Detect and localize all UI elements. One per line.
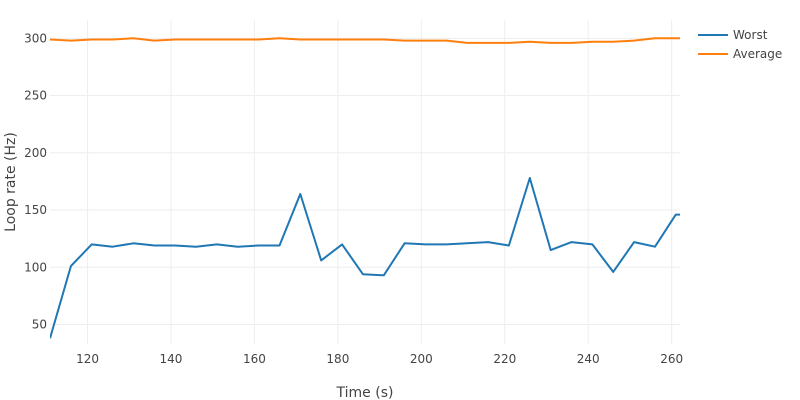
y-axis-title: Loop rate (Hz) bbox=[3, 132, 19, 232]
x-tick-label: 120 bbox=[76, 352, 99, 366]
series-layer bbox=[50, 37, 680, 339]
axis-layer: Time (s) Loop rate (Hz) 120 140 160 180 200 2… bbox=[3, 31, 683, 400]
y-tick-label: 300 bbox=[24, 31, 47, 45]
x-axis-title: Time (s) bbox=[336, 385, 394, 400]
series-line-average bbox=[50, 37, 680, 44]
legend-item-worst[interactable]: Worst bbox=[698, 28, 768, 42]
legend-item-average[interactable]: Average bbox=[698, 47, 782, 61]
y-tick-label: 250 bbox=[24, 89, 47, 103]
x-tick-label: 160 bbox=[243, 352, 266, 366]
y-tick-label: 150 bbox=[24, 203, 47, 217]
legend[interactable]: Worst Average bbox=[698, 28, 782, 61]
series-line-worst bbox=[50, 177, 680, 339]
x-tick-label: 180 bbox=[326, 352, 349, 366]
legend-label: Average bbox=[733, 47, 782, 61]
x-tick-label: 220 bbox=[493, 352, 516, 366]
x-tick-label: 200 bbox=[410, 352, 433, 366]
x-tick-label: 240 bbox=[577, 352, 600, 366]
x-tick-label: 260 bbox=[660, 352, 683, 366]
y-tick-label: 100 bbox=[24, 260, 47, 274]
x-tick-label: 140 bbox=[160, 352, 183, 366]
y-tick-label: 50 bbox=[32, 318, 47, 332]
legend-label: Worst bbox=[733, 28, 768, 42]
y-tick-label: 200 bbox=[24, 146, 47, 160]
grid-layer bbox=[50, 20, 680, 344]
